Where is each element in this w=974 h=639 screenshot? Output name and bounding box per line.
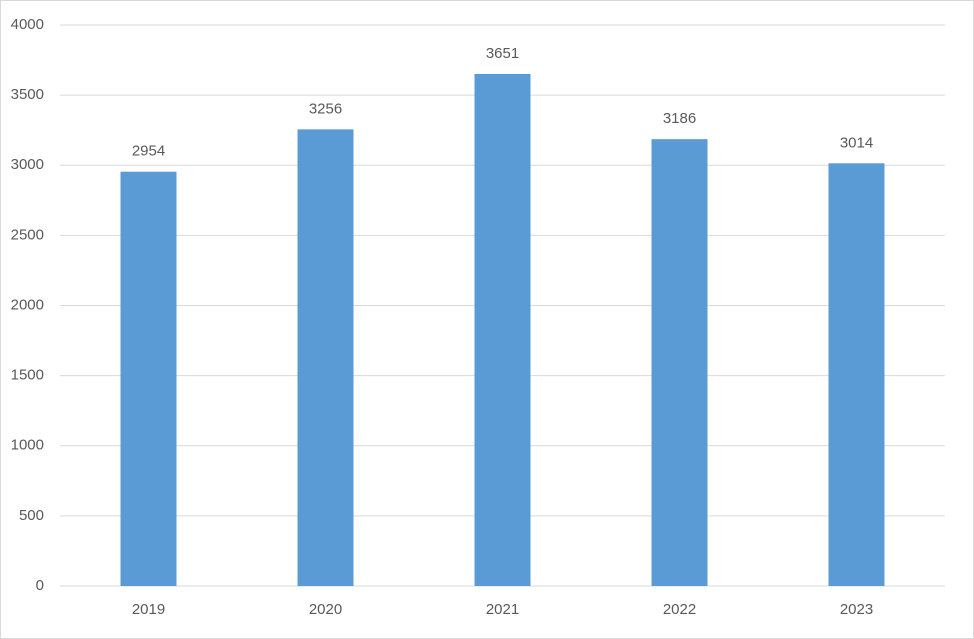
y-tick-label: 0 bbox=[36, 577, 44, 594]
data-label: 3014 bbox=[840, 134, 873, 151]
x-tick-label: 2019 bbox=[132, 601, 165, 618]
y-tick-label: 500 bbox=[19, 507, 44, 524]
bar bbox=[828, 163, 885, 586]
x-tick-label: 2022 bbox=[663, 601, 696, 618]
y-tick-label: 4000 bbox=[11, 16, 44, 33]
data-label: 3256 bbox=[309, 100, 342, 117]
y-tick-label: 3000 bbox=[11, 156, 44, 173]
x-tick-label: 2021 bbox=[486, 601, 519, 618]
bar bbox=[651, 139, 708, 586]
bar bbox=[120, 171, 177, 587]
data-label: 3186 bbox=[663, 110, 696, 127]
y-tick-label: 2000 bbox=[11, 296, 44, 313]
y-tick-label: 1500 bbox=[11, 367, 44, 384]
y-tick-label: 3500 bbox=[11, 86, 44, 103]
x-tick-label: 2020 bbox=[309, 601, 342, 618]
y-tick-label: 1000 bbox=[11, 437, 44, 454]
data-label: 3651 bbox=[486, 45, 519, 62]
y-tick-label: 2500 bbox=[11, 226, 44, 243]
bar bbox=[474, 73, 531, 586]
x-tick-label: 2023 bbox=[840, 601, 873, 618]
bar bbox=[297, 129, 354, 586]
data-label: 2954 bbox=[132, 143, 165, 160]
